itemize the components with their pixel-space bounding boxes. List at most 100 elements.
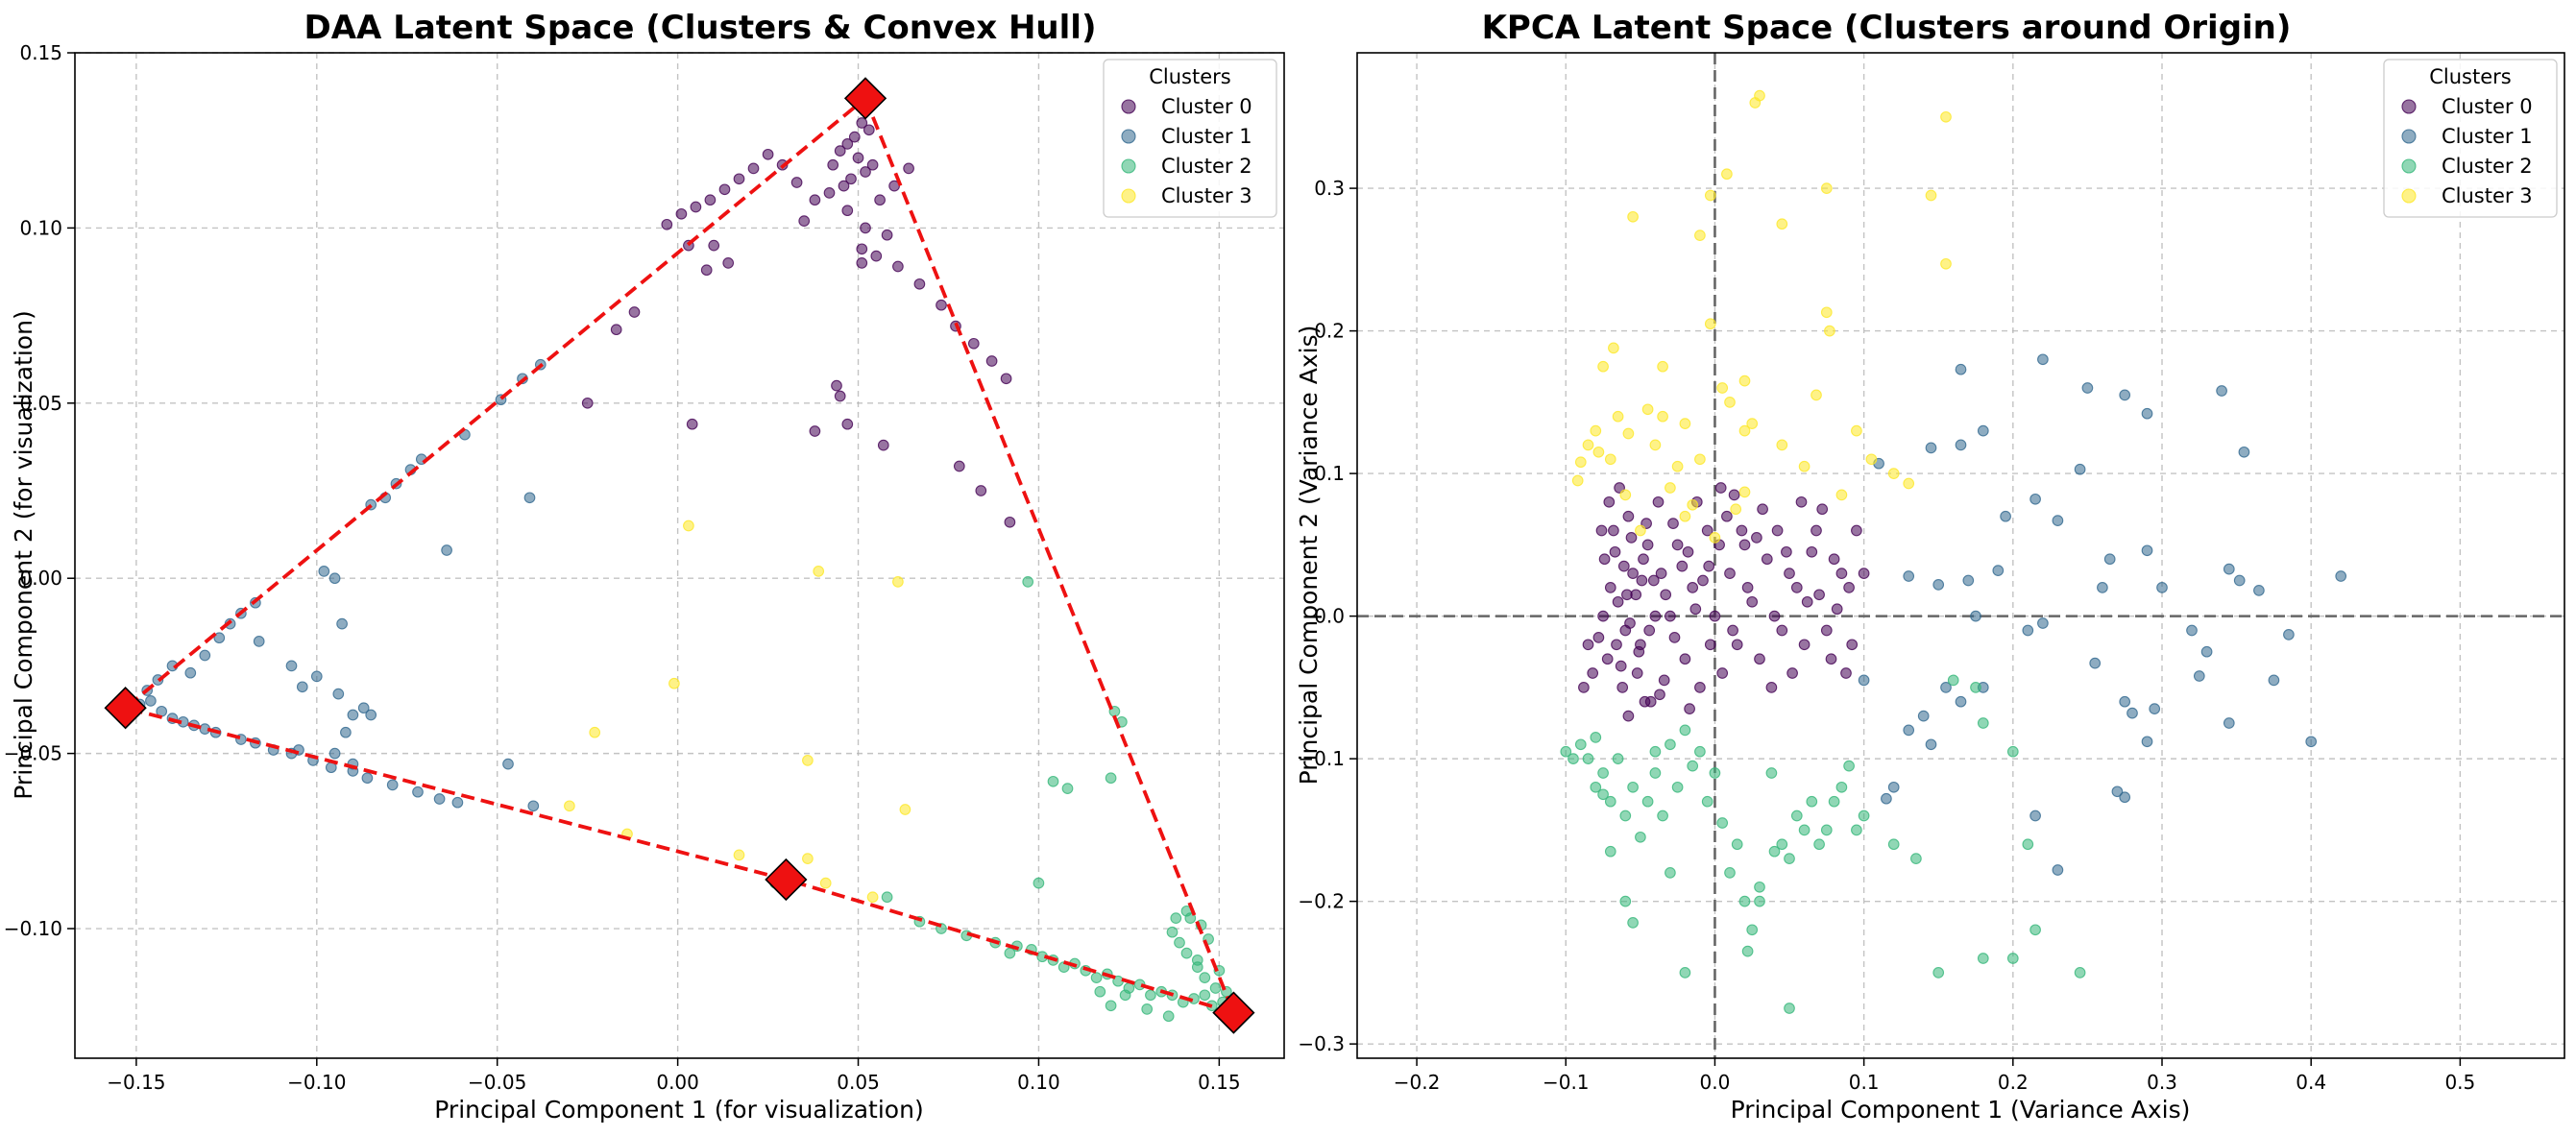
kpca-axes-frame: [1356, 52, 2565, 1059]
daa-point-cluster-0: [675, 207, 688, 220]
kpca-y-axis-label: Principal Component 2 (Variance Axis): [1295, 326, 1323, 786]
kpca-point-cluster-0: [1667, 518, 1679, 529]
daa-legend-label-3: Cluster 3: [1161, 184, 1252, 207]
kpca-point-cluster-1: [1955, 439, 1967, 451]
daa-point-cluster-0: [809, 194, 821, 206]
daa-x-axis-label: Principal Component 1 (for visualization…: [434, 1096, 923, 1124]
daa-point-cluster-2: [1090, 972, 1103, 983]
daa-point-cluster-1: [213, 632, 226, 644]
kpca-point-cluster-0: [1655, 568, 1667, 579]
kpca-legend-marker-2: [2401, 158, 2417, 174]
daa-point-cluster-3: [733, 849, 745, 861]
kpca-point-cluster-3: [1721, 168, 1733, 181]
kpca-x-tick-label: 0.5: [2444, 1071, 2475, 1094]
kpca-point-cluster-0: [1784, 568, 1795, 579]
kpca-point-cluster-2: [1724, 867, 1736, 879]
daa-x-tick-label: 0.00: [656, 1071, 699, 1094]
kpca-point-cluster-3: [1716, 382, 1729, 394]
daa-point-cluster-1: [357, 702, 370, 714]
daa-point-cluster-0: [841, 418, 854, 430]
kpca-point-cluster-2: [1806, 795, 1818, 808]
daa-point-cluster-3: [564, 800, 575, 812]
kpca-point-cluster-1: [2141, 736, 2153, 748]
kpca-point-cluster-3: [1671, 460, 1684, 472]
kpca-legend-marker-1: [2401, 129, 2417, 144]
kpca-point-cluster-2: [1716, 817, 1729, 829]
daa-point-cluster-0: [628, 306, 641, 318]
kpca-y-tick-label: −0.3: [1298, 1032, 1345, 1055]
daa-point-cluster-0: [985, 355, 998, 367]
kpca-point-cluster-1: [2119, 791, 2131, 804]
kpca-point-cluster-3: [1738, 486, 1751, 498]
kpca-point-cluster-1: [2141, 544, 2153, 557]
kpca-point-cluster-2: [1604, 845, 1616, 858]
kpca-point-cluster-0: [1697, 574, 1709, 587]
kpca-point-cluster-0: [1846, 639, 1859, 651]
kpca-point-cluster-0: [1728, 489, 1740, 501]
kpca-point-cluster-3: [1810, 389, 1822, 401]
daa-point-cluster-0: [834, 145, 846, 157]
daa-point-cluster-1: [527, 800, 540, 812]
kpca-point-cluster-2: [1649, 767, 1662, 779]
kpca-point-cluster-0: [1790, 582, 1803, 593]
kpca-point-cluster-2: [1813, 838, 1825, 851]
kpca-point-cluster-0: [1831, 603, 1843, 616]
daa-point-cluster-2: [1004, 947, 1016, 959]
kpca-point-cluster-0: [1689, 603, 1702, 616]
kpca-point-cluster-1: [1887, 781, 1900, 793]
kpca-point-cluster-0: [1754, 653, 1765, 665]
daa-point-cluster-1: [184, 666, 197, 679]
kpca-point-cluster-0: [1781, 545, 1792, 558]
kpca-point-cluster-0: [1701, 524, 1713, 537]
kpca-point-cluster-3: [1749, 97, 1762, 109]
kpca-point-cluster-1: [1903, 724, 1915, 737]
daa-point-cluster-1: [310, 670, 323, 683]
daa-point-cluster-0: [874, 194, 886, 206]
kpca-point-cluster-2: [1657, 810, 1668, 822]
kpca-point-cluster-0: [1687, 582, 1699, 593]
daa-legend-marker-0: [1121, 99, 1136, 114]
kpca-point-cluster-2: [2029, 924, 2041, 936]
daa-y-tick-label: −0.10: [4, 917, 62, 940]
kpca-point-cluster-3: [1704, 189, 1716, 202]
daa-x-tick-label: 0.05: [837, 1071, 880, 1094]
kpca-x-tick-label: 0.2: [1998, 1071, 2029, 1094]
daa-point-cluster-0: [881, 229, 893, 241]
kpca-point-cluster-0: [1736, 524, 1748, 537]
daa-point-cluster-1: [433, 793, 446, 805]
daa-point-cluster-2: [1141, 1003, 1154, 1015]
kpca-x-tick-label: 0.4: [2296, 1071, 2326, 1094]
kpca-point-cluster-2: [1619, 810, 1632, 822]
kpca-point-cluster-0: [1757, 503, 1768, 516]
kpca-point-cluster-1: [2216, 385, 2227, 397]
kpca-point-cluster-0: [1671, 539, 1684, 551]
kpca-point-cluster-0: [1721, 510, 1733, 522]
kpca-point-cluster-2: [1835, 781, 1848, 793]
kpca-point-cluster-3: [1582, 439, 1594, 451]
kpca-point-cluster-3: [1649, 439, 1662, 451]
daa-series-3: [564, 520, 911, 904]
kpca-point-cluster-2: [1768, 845, 1781, 858]
kpca-x-tick-label: −0.2: [1394, 1071, 1441, 1094]
daa-point-cluster-0: [903, 162, 914, 175]
daa-point-cluster-0: [841, 205, 854, 217]
daa-point-cluster-0: [610, 324, 622, 336]
kpca-point-cluster-1: [2305, 736, 2318, 748]
kpca-point-cluster-0: [1638, 553, 1649, 566]
kpca-point-cluster-0: [1639, 695, 1651, 708]
kpca-point-cluster-2: [1970, 682, 1981, 693]
kpca-y-tick-label: 0.1: [1314, 462, 1345, 485]
kpca-point-cluster-2: [1641, 795, 1654, 808]
daa-x-tick-label: −0.15: [107, 1071, 165, 1094]
kpca-point-cluster-3: [1798, 460, 1810, 472]
kpca-point-cluster-3: [1709, 532, 1721, 544]
daa-point-cluster-3: [866, 891, 879, 904]
kpca-point-cluster-0: [1643, 624, 1656, 637]
kpca-point-cluster-1: [2029, 810, 2041, 822]
kpca-point-cluster-2: [1582, 753, 1594, 764]
daa-point-cluster-0: [852, 152, 864, 164]
kpca-point-cluster-0: [1679, 653, 1691, 665]
daa-point-cluster-2: [1022, 576, 1034, 588]
kpca-point-cluster-0: [1703, 560, 1715, 572]
kpca-point-cluster-2: [1590, 732, 1602, 743]
